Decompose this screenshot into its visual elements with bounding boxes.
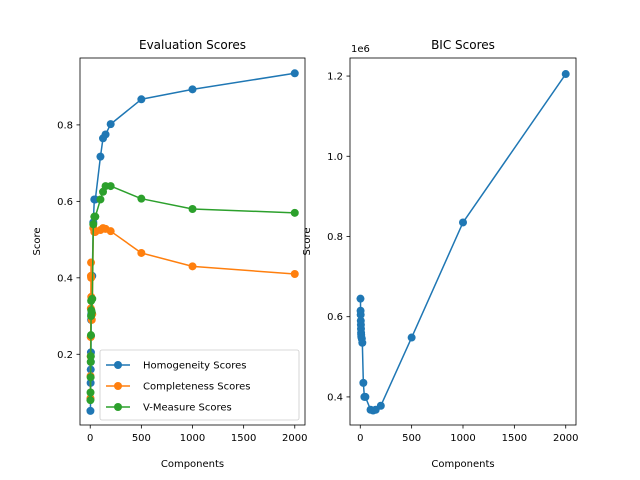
- evaluation-series-1-point: [137, 248, 146, 257]
- evaluation-series-2-point: [106, 182, 115, 191]
- bic-series-0-point: [561, 70, 570, 79]
- bic-chart-title: BIC Scores: [431, 38, 495, 52]
- evaluation-series-1-point: [188, 262, 197, 271]
- legend-entry-v-measure: V-Measure Scores: [106, 403, 232, 414]
- bic-series-0-point: [407, 333, 416, 342]
- evaluation-x-tick-label: 2000: [282, 433, 307, 444]
- evaluation-series-0-point: [101, 130, 110, 139]
- evaluation-x-tick-label: 1500: [231, 433, 256, 444]
- evaluation-series-2-point: [87, 308, 96, 317]
- evaluation-chart-title: Evaluation Scores: [139, 38, 246, 52]
- evaluation-legend: Homogeneity Scores Completeness Scores V…: [99, 349, 300, 421]
- bic-scores-chart: 0 500 1000 1500 2000 0.4 0.6 0.8 1.0 1.2 BIC Sco…: [302, 38, 578, 470]
- evaluation-series-2-point: [91, 212, 100, 221]
- evaluation-series-0-point: [290, 69, 299, 78]
- bic-series-0-point: [459, 218, 467, 227]
- evaluation-series-2-point: [137, 194, 146, 203]
- evaluation-x-ticks: 0 500 1000 1500 2000: [87, 425, 307, 444]
- evaluation-series-2-point: [89, 220, 98, 229]
- evaluation-series-1-point: [106, 227, 115, 236]
- bic-y-tick-label: 1.0: [327, 152, 343, 163]
- bic-x-tick-label: 1000: [450, 433, 475, 444]
- bic-x-axis-label: Components: [431, 459, 494, 470]
- evaluation-scores-chart: 0 500 1000 1500 2000 0.2 0.4 0.6 0.8 Evaluation…: [32, 38, 307, 470]
- evaluation-series-0-point: [106, 120, 115, 129]
- evaluation-series-1-point: [87, 258, 96, 267]
- evaluation-series-2-point: [86, 357, 95, 366]
- evaluation-y-tick-label: 0.6: [57, 197, 73, 208]
- bic-series-0-point: [361, 392, 370, 401]
- evaluation-series-2-point: [188, 205, 197, 214]
- evaluation-series-2-point: [86, 331, 95, 340]
- bic-series-0-point: [358, 338, 367, 347]
- evaluation-y-tick-label: 0.8: [57, 120, 73, 131]
- evaluation-x-axis-label: Components: [161, 459, 224, 470]
- evaluation-x-tick-label: 1000: [180, 433, 205, 444]
- legend-marker-homogeneity: [114, 361, 122, 369]
- bic-series-0-point: [359, 378, 368, 387]
- legend-label-v-measure: V-Measure Scores: [143, 403, 232, 414]
- evaluation-series-2-point: [86, 373, 95, 382]
- evaluation-y-tick-label: 0.4: [57, 273, 73, 284]
- bic-x-ticks: 0 500 1000 1500 2000: [357, 425, 578, 444]
- bic-y-axis-label: Score: [302, 227, 313, 255]
- bic-series-0-point: [356, 294, 365, 303]
- bic-y-tick-label: 1.2: [327, 72, 343, 83]
- evaluation-series-2-point: [96, 195, 105, 204]
- evaluation-series-0-point: [188, 85, 197, 94]
- bic-y-tick-label: 0.8: [327, 232, 343, 243]
- bic-series-0-point: [376, 401, 385, 410]
- evaluation-series-0-point: [96, 152, 105, 161]
- bic-series-marks: [356, 70, 570, 415]
- legend-marker-v-measure: [114, 403, 122, 411]
- legend-label-completeness: Completeness Scores: [143, 382, 251, 393]
- evaluation-series-2-point: [86, 352, 95, 361]
- legend-box: [99, 349, 300, 421]
- evaluation-series-1-point: [290, 269, 299, 278]
- evaluation-y-tick-label: 0.2: [57, 350, 73, 361]
- bic-series-0-point: [356, 310, 365, 319]
- bic-x-tick-label: 2000: [553, 433, 578, 444]
- evaluation-x-tick-label: 500: [132, 433, 151, 444]
- evaluation-series-0-point: [86, 406, 95, 415]
- legend-label-homogeneity: Homogeneity Scores: [143, 361, 247, 372]
- legend-entry-completeness: Completeness Scores: [106, 382, 251, 393]
- evaluation-series-1-point: [87, 273, 96, 282]
- legend-entry-homogeneity: Homogeneity Scores: [106, 361, 247, 372]
- evaluation-series-0-point: [137, 95, 146, 104]
- bic-y-offset-text: 1e6: [351, 44, 370, 55]
- bic-x-tick-label: 500: [402, 433, 421, 444]
- evaluation-series-2-point: [290, 208, 299, 217]
- bic-y-ticks: 0.4 0.6 0.8 1.0 1.2: [327, 72, 350, 403]
- evaluation-series-2-point: [86, 388, 95, 397]
- evaluation-y-ticks: 0.2 0.4 0.6 0.8: [57, 120, 80, 361]
- evaluation-y-axis-label: Score: [32, 227, 43, 255]
- bic-y-tick-label: 0.4: [327, 392, 343, 403]
- evaluation-series-2-point: [86, 396, 95, 405]
- evaluation-x-tick-label: 0: [87, 433, 93, 444]
- bic-x-tick-label: 0: [357, 433, 363, 444]
- legend-marker-completeness: [114, 382, 122, 390]
- bic-y-tick-label: 0.6: [327, 312, 343, 323]
- bic-x-tick-label: 1500: [502, 433, 527, 444]
- evaluation-series-marks: [86, 69, 299, 415]
- evaluation-series-2-point: [88, 294, 97, 303]
